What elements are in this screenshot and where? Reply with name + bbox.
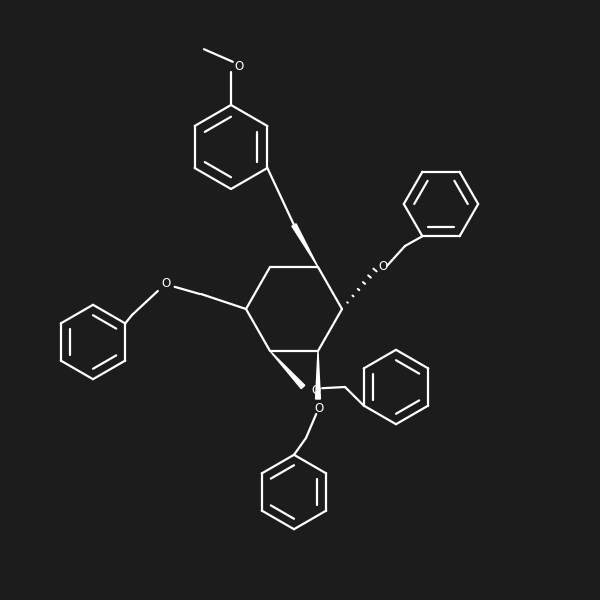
Polygon shape [270, 351, 305, 389]
Text: O: O [311, 383, 321, 397]
Text: O: O [234, 59, 244, 73]
Text: O: O [161, 277, 171, 290]
Polygon shape [316, 351, 320, 399]
Polygon shape [292, 224, 318, 267]
Text: O: O [378, 260, 388, 274]
Text: O: O [314, 401, 324, 415]
